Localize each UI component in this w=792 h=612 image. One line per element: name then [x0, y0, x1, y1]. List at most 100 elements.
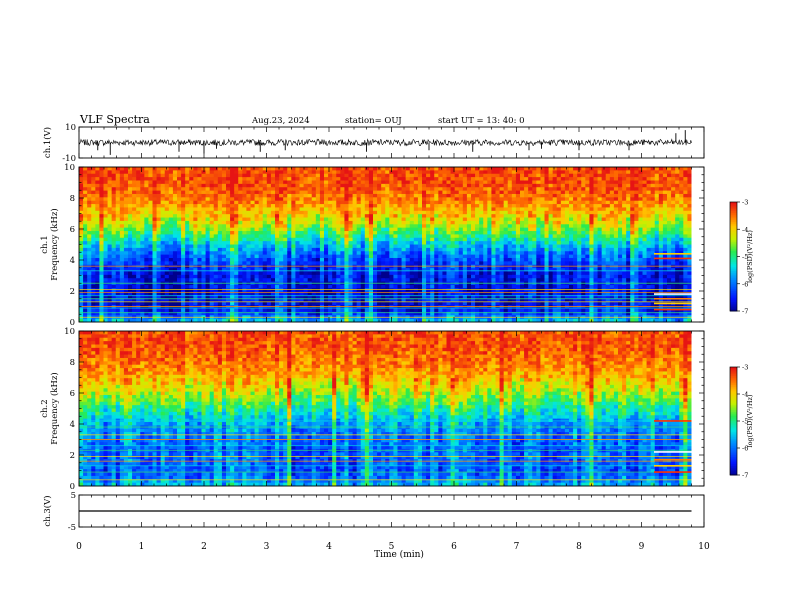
- spectrogram-cell: [291, 264, 296, 269]
- spectrogram-cell: [201, 301, 207, 306]
- spectrogram-cell: [230, 170, 235, 175]
- spectrogram-cell: [258, 271, 264, 276]
- spectrogram-cell: [91, 295, 96, 299]
- spectrogram-cell: [221, 244, 227, 249]
- spectrogram-cell: [471, 210, 476, 215]
- spectrogram-cell: [79, 187, 84, 192]
- spectrogram-cell: [434, 257, 439, 262]
- spectrogram-cell: [307, 207, 313, 212]
- spectrogram-cell: [373, 187, 378, 192]
- spectrogram-cell: [417, 234, 423, 239]
- spectrogram-cell: [503, 183, 509, 188]
- spectrogram-cell: [413, 298, 419, 303]
- spectrogram-cell: [426, 217, 431, 222]
- spectrogram-cell: [397, 247, 403, 252]
- spectrogram-cell: [413, 200, 419, 205]
- spectrogram-cell: [438, 197, 443, 202]
- spectrogram-cell: [491, 187, 496, 192]
- spectrogram-cell: [189, 207, 194, 212]
- spectrogram-cell: [405, 200, 411, 205]
- spectrogram-cell: [132, 231, 137, 235]
- spectrogram-cell: [197, 227, 202, 232]
- spectrogram-cell: [238, 244, 243, 249]
- spectrogram-cell: [356, 247, 362, 252]
- spectrogram-cell: [397, 214, 403, 219]
- spectrogram-cell: [91, 311, 96, 316]
- spectrogram-cell: [177, 298, 182, 303]
- spectrogram-cell: [413, 268, 419, 272]
- spectrogram-cell: [193, 204, 198, 208]
- spectrogram-cell: [422, 227, 427, 232]
- spectrogram-cell: [226, 301, 231, 306]
- spectrogram-cell: [454, 217, 460, 222]
- spectrogram-cell: [413, 291, 419, 296]
- spectrogram-cell: [91, 318, 96, 323]
- spectrogram-cell: [103, 271, 109, 276]
- spectrogram-cell: [397, 167, 403, 171]
- spectrogram-cell: [164, 234, 170, 239]
- spectrogram-cell: [87, 271, 92, 276]
- spectrogram-cell: [328, 261, 333, 266]
- spectrogram-cell: [446, 204, 452, 208]
- spectrogram-cell: [471, 261, 476, 266]
- spectrogram-cell: [466, 288, 472, 293]
- spectrogram-cell: [123, 318, 129, 323]
- spectrogram-cell: [295, 207, 300, 212]
- spectrogram-cell: [336, 231, 341, 235]
- spectrogram-cell: [291, 278, 296, 283]
- spectrogram-cell: [401, 305, 407, 310]
- spectrogram-cell: [311, 284, 317, 289]
- spectrogram-cell: [397, 301, 403, 306]
- spectrogram-cell: [119, 204, 125, 208]
- spectrogram-cell: [103, 180, 109, 185]
- spectrogram-cell: [373, 167, 378, 171]
- spectrogram-cell: [299, 231, 305, 235]
- spectrogram-cell: [422, 210, 427, 215]
- spectrogram-cell: [446, 207, 452, 212]
- spectrogram-cell: [344, 193, 349, 198]
- spectrogram-cell: [103, 177, 109, 181]
- spectrogram-cell: [381, 231, 386, 235]
- spectrogram-cell: [254, 254, 260, 259]
- spectrogram-cell: [205, 167, 211, 171]
- spectrogram-cell: [450, 264, 456, 269]
- spectrogram-cell: [144, 193, 149, 198]
- spectrogram-cell: [111, 217, 117, 222]
- spectrogram-cell: [197, 268, 202, 272]
- spectrogram-cell: [111, 183, 117, 188]
- spectrogram-cell: [136, 210, 141, 215]
- spectrogram-cell: [373, 305, 378, 310]
- spectrogram-cell: [303, 274, 309, 279]
- spectrogram-cell: [503, 167, 509, 171]
- spectrogram-cell: [115, 237, 121, 242]
- spectrogram-cell: [499, 247, 505, 252]
- spectrogram-cell: [483, 193, 488, 198]
- spectrogram-cell: [381, 295, 386, 299]
- spectrogram-cell: [250, 207, 256, 212]
- spectrogram-cell: [307, 254, 313, 259]
- spectrogram-cell: [332, 227, 337, 232]
- spectrogram-cell: [123, 291, 129, 296]
- spectrogram-cell: [205, 190, 211, 195]
- spectrogram-cell: [148, 241, 153, 245]
- spectrogram-cell: [397, 284, 403, 289]
- spectrogram-cell: [389, 268, 394, 272]
- spectrogram-cell: [499, 231, 505, 235]
- spectrogram-cell: [442, 251, 447, 256]
- spectrogram-cell: [128, 247, 133, 252]
- spectrogram-cell: [193, 308, 198, 313]
- spectrogram-cell: [177, 193, 182, 198]
- spectrogram-cell: [332, 311, 337, 316]
- spectrogram-cell: [119, 308, 125, 313]
- spectrogram-cell: [189, 291, 194, 296]
- spectrogram-cell: [185, 173, 190, 178]
- spectrogram-cell: [413, 214, 419, 219]
- spectrogram-cell: [397, 173, 403, 178]
- spectrogram-cell: [426, 291, 431, 296]
- spectrogram-cell: [483, 251, 488, 256]
- spectrogram-cell: [438, 183, 443, 188]
- spectrogram-cell: [95, 237, 100, 242]
- spectrogram-cell: [181, 308, 186, 313]
- spectrogram-cell: [450, 271, 456, 276]
- spectrogram-cell: [230, 308, 235, 313]
